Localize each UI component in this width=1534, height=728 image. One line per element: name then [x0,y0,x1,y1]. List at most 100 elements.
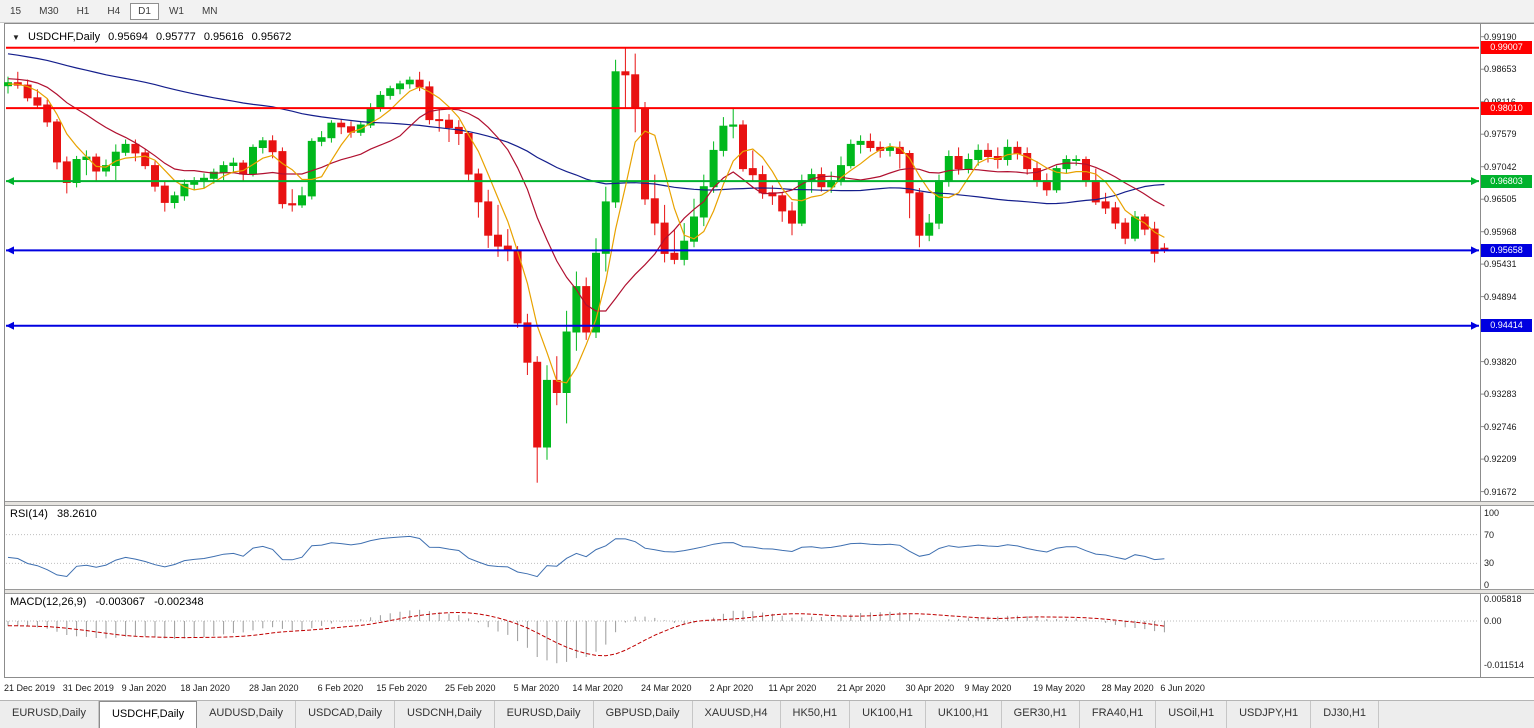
quote-low: 0.95616 [203,31,244,43]
price-axis-tick: 0.91672 [1484,486,1517,497]
chart-tab-usdcad-daily[interactable]: USDCAD,Daily [296,701,396,728]
date-axis-label: 6 Jun 2020 [1160,683,1205,693]
macd-indicator-label: MACD(12,26,9) -0.003067 -0.002348 [10,596,210,608]
date-axis-label: 25 Feb 2020 [445,683,496,693]
rsi-axis-label: 0 [1484,580,1490,590]
macd-main-value: -0.003067 [95,596,146,608]
date-axis-label: 5 Mar 2020 [513,683,560,693]
hline-0.95658[interactable] [6,246,1479,255]
rsi-axis-label: 100 [1484,508,1500,518]
candlestick-series [4,47,1169,483]
rsi-name: RSI(14) [10,508,48,520]
chart-tab-dj30-h1[interactable]: DJ30,H1 [1311,701,1379,728]
date-axis-label: 6 Feb 2020 [317,683,364,693]
ma-line-60 [7,53,1165,205]
date-axis-label: 14 Mar 2020 [572,683,623,693]
chart-dropdown-icon[interactable]: ▼ [12,33,20,42]
price-axis-tick: 0.92209 [1484,454,1517,465]
timeframe-button-mn[interactable]: MN [201,5,218,17]
timeframe-button-w1[interactable]: W1 [168,5,184,17]
date-axis-label: 15 Feb 2020 [376,683,427,693]
ma-line-13 [7,78,1165,312]
price-axis-border [1480,24,1481,677]
macd-axis-label: 0.00 [1484,616,1502,626]
date-axis-label: 24 Mar 2020 [641,683,692,693]
macd-name: MACD(12,26,9) [10,596,87,608]
hline-0.96803[interactable] [6,177,1479,186]
rsi-axis-label: 30 [1484,558,1495,569]
date-axis-label: 31 Dec 2019 [62,683,114,693]
date-axis-label: 19 May 2020 [1033,683,1086,693]
date-axis-label: 9 Jan 2020 [121,683,167,693]
chart-tab-uk100-h1[interactable]: UK100,H1 [850,701,926,728]
price-axis-tick: 0.97579 [1484,129,1517,140]
rsi-axis-label: 70 [1484,529,1495,540]
chart-symbol-label: USDCHF,Daily [27,31,101,43]
hline-price-label: 0.96803 [1481,174,1532,188]
price-axis-tick: 0.95431 [1484,259,1517,270]
price-axis-tick: 0.92746 [1484,421,1517,432]
ma-line-5 [7,83,1165,384]
price-axis-tick: 0.93283 [1484,389,1517,400]
quote-close: 0.95672 [251,31,292,43]
date-axis-label: 18 Jan 2020 [180,683,230,693]
chart-tab-gbpusd-daily[interactable]: GBPUSD,Daily [593,701,693,728]
price-axis-tick: 0.93820 [1484,356,1517,367]
chart-tab-usoil-h1[interactable]: USOil,H1 [1156,701,1228,728]
price-axis-tick: 0.98653 [1484,64,1517,75]
chart-tab-usdchf-daily[interactable]: USDCHF,Daily [98,701,198,728]
date-axis[interactable]: 21 Dec 2019 31 Dec 2019 9 Jan 2020 18 Jan 2… [4,677,1534,701]
timeframe-button-15[interactable]: 15 [10,5,22,17]
price-axis-tick: 0.99190 [1484,31,1517,42]
chart-tab-uk100-h1[interactable]: UK100,H1 [925,701,1002,728]
pane-splitter-macd[interactable] [5,589,1534,594]
quote-open: 0.95694 [108,31,148,43]
hline-price-label: 0.95658 [1481,243,1532,257]
timeframe-toolbar: 15 M30 H1 H4 D1 W1 MN [0,0,1534,23]
date-axis-label: 21 Apr 2020 [837,683,886,693]
chart-tab-xauusd-h4[interactable]: XAUUSD,H4 [692,701,781,728]
date-axis-label: 9 May 2020 [964,683,1012,693]
price-axis-tick: 0.94894 [1484,291,1517,302]
date-axis-label: 28 Jan 2020 [249,683,299,693]
date-axis-label: 2 Apr 2020 [709,683,754,693]
rsi-line [7,535,1165,578]
timeframe-button-h4[interactable]: H4 [107,5,121,17]
quote-high: 0.95777 [156,31,196,43]
chart-tab-eurusd-daily[interactable]: EURUSD,Daily [494,701,594,728]
timeframe-button-d1[interactable]: D1 [130,2,159,20]
macd-signal-value: -0.002348 [154,596,204,608]
indicator-level-lines [6,534,1479,622]
timeframe-button-h1[interactable]: H1 [76,5,90,17]
date-axis-label: 28 May 2020 [1101,683,1154,693]
date-axis-label: 30 Apr 2020 [905,683,955,693]
macd-signal-line [7,611,1165,657]
chart-tab-fra40-h1[interactable]: FRA40,H1 [1079,701,1157,728]
chart-tab-usdjpy-h1[interactable]: USDJPY,H1 [1227,701,1312,728]
chart-window-frame [4,23,1534,698]
date-axis-label: 21 Dec 2019 [4,683,56,693]
hline-price-label: 0.94414 [1481,319,1532,333]
chart-tab-usdcnh-daily[interactable]: USDCNH,Daily [395,701,495,728]
chart-tab-hk50-h1[interactable]: HK50,H1 [780,701,851,728]
price-axis-tick: 0.96505 [1484,194,1517,205]
chart-tab-ger30-h1[interactable]: GER30,H1 [1001,701,1080,728]
price-axis-tick: 0.95968 [1484,226,1517,237]
timeframe-button-m30[interactable]: M30 [39,5,59,17]
macd-axis-label: -0.011514 [1484,660,1524,671]
hline-price-label: 0.99007 [1481,41,1532,55]
chart-tab-eurusd-daily[interactable]: EURUSD,Daily [0,701,99,728]
price-axis-tick: 0.97042 [1484,161,1517,172]
hline-0.94414[interactable] [6,321,1479,330]
date-axis-label: 11 Apr 2020 [768,683,817,693]
rsi-indicator-label: RSI(14) 38.2610 [10,508,103,520]
chart-quote-header: ▼ USDCHF,Daily 0.95694 0.95777 0.95616 0… [12,31,296,43]
chart-tab-audusd-daily[interactable]: AUDUSD,Daily [197,701,297,728]
hline-price-label: 0.98010 [1481,101,1532,115]
macd-histogram [7,609,1165,664]
price-axis[interactable]: 0.991900.986530.981160.975790.970420.965… [1481,24,1534,677]
pane-splitter-rsi[interactable] [5,501,1534,506]
macd-axis-label: 0.005818 [1484,593,1522,604]
